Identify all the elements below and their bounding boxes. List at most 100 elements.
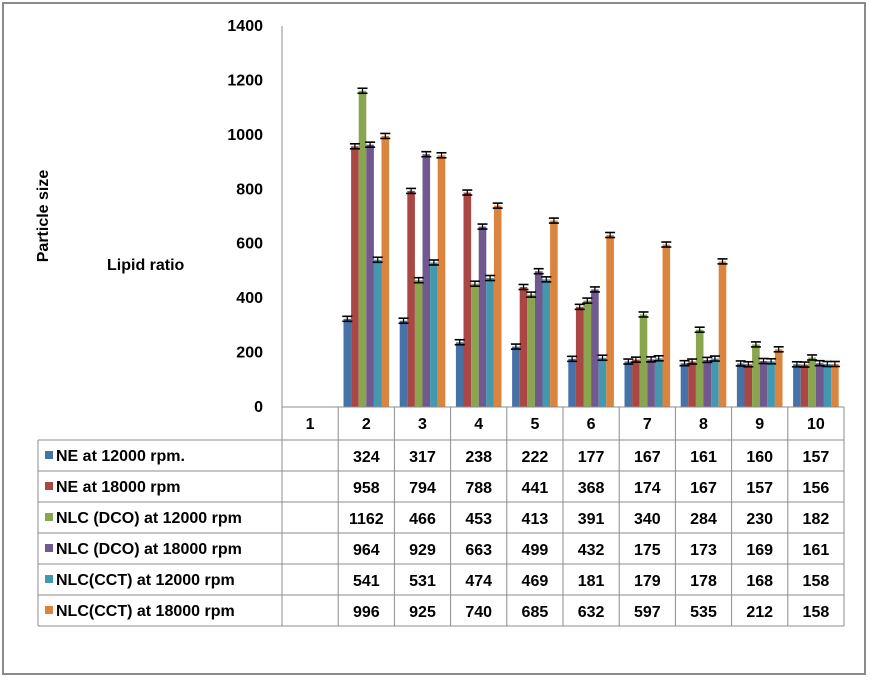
table-cell-value: 181 bbox=[578, 573, 605, 590]
bar bbox=[752, 344, 760, 407]
table-cell-value: 157 bbox=[746, 480, 773, 497]
bar bbox=[823, 364, 832, 407]
bar bbox=[711, 358, 719, 407]
bar bbox=[736, 363, 745, 407]
bar bbox=[512, 346, 520, 407]
x-tick-label: 3 bbox=[418, 416, 427, 433]
legend-label: NLC (DCO) at 12000 rpm bbox=[56, 510, 242, 527]
bar bbox=[767, 361, 775, 407]
table-cell-value: 531 bbox=[409, 573, 436, 590]
table-cell-value: 175 bbox=[634, 542, 661, 559]
table-cell-value: 740 bbox=[465, 604, 492, 621]
y-tick-label: 600 bbox=[236, 236, 263, 253]
legend-swatch bbox=[45, 606, 53, 614]
bar bbox=[639, 314, 648, 407]
bar bbox=[437, 155, 446, 407]
table-cell-value: 663 bbox=[465, 542, 492, 559]
y-tick-label: 1000 bbox=[227, 127, 263, 144]
table-cell-value: 182 bbox=[803, 511, 830, 528]
bar bbox=[455, 342, 464, 407]
table-cell-value: 1162 bbox=[349, 511, 384, 528]
table-cell-value: 230 bbox=[746, 511, 773, 528]
bar bbox=[695, 329, 704, 407]
bar bbox=[591, 289, 599, 407]
x-tick-label: 1 bbox=[306, 416, 315, 433]
bars bbox=[343, 90, 839, 408]
legend-label: NLC (DCO) at 18000 rpm bbox=[56, 541, 242, 558]
y-tick-label: 400 bbox=[236, 290, 263, 307]
table-cell-value: 929 bbox=[409, 542, 436, 559]
table-cell-value: 317 bbox=[409, 449, 436, 466]
data-table: 1 2 3 4 5 6 7 8 9 10 NE at 12000 rpm. 324 317 238 222 1… bbox=[37, 406, 845, 627]
table-cell-value: 685 bbox=[522, 604, 549, 621]
table-cell-value: 238 bbox=[465, 449, 492, 466]
bar bbox=[399, 320, 408, 407]
bar bbox=[583, 300, 592, 407]
bar bbox=[598, 357, 607, 407]
bar bbox=[478, 226, 487, 407]
bar bbox=[358, 90, 367, 408]
table-cell-value: 173 bbox=[690, 542, 717, 559]
table-cell-value: 168 bbox=[746, 573, 773, 590]
table-cell-value: 535 bbox=[690, 604, 717, 621]
bar bbox=[373, 259, 382, 407]
table-cell-value: 324 bbox=[353, 449, 380, 466]
bar bbox=[647, 359, 655, 407]
table-cell-value: 169 bbox=[746, 542, 773, 559]
bar bbox=[774, 349, 783, 407]
bar bbox=[534, 271, 543, 407]
bar bbox=[407, 190, 415, 407]
table-cell-value: 161 bbox=[690, 449, 717, 466]
bar bbox=[486, 278, 494, 407]
table-cell-value: 794 bbox=[409, 480, 436, 497]
y-tick-label: 1400 bbox=[227, 18, 263, 35]
table-cell-value: 212 bbox=[746, 604, 773, 621]
bar bbox=[527, 294, 535, 407]
table-cell-value: 925 bbox=[409, 604, 436, 621]
error-bars bbox=[342, 87, 840, 368]
bar bbox=[550, 220, 558, 407]
y-tick-label: 1200 bbox=[227, 72, 263, 89]
x-tick-label: 6 bbox=[587, 416, 596, 433]
bar bbox=[568, 358, 576, 407]
bar bbox=[654, 358, 663, 407]
x-tick-label: 9 bbox=[755, 416, 764, 433]
y-axis-title: Particle size bbox=[35, 170, 52, 263]
bar bbox=[688, 361, 696, 407]
x-tick-label: 7 bbox=[643, 416, 652, 433]
legend-swatch bbox=[45, 575, 53, 583]
table-cell-value: 469 bbox=[522, 573, 549, 590]
bar bbox=[422, 154, 431, 407]
bar bbox=[542, 279, 551, 407]
table-cell-value: 391 bbox=[578, 511, 605, 528]
x-axis-title: Lipid ratio bbox=[107, 257, 185, 274]
bar bbox=[430, 262, 438, 407]
bar bbox=[793, 364, 801, 407]
table-cell-value: 177 bbox=[578, 449, 605, 466]
table-cell-value: 161 bbox=[803, 542, 830, 559]
bar bbox=[718, 261, 727, 407]
bar bbox=[815, 363, 824, 407]
legend-swatch bbox=[45, 513, 53, 521]
bar bbox=[414, 280, 423, 407]
legend-label: NE at 18000 rpm bbox=[56, 479, 181, 496]
bar bbox=[680, 363, 689, 407]
bar bbox=[381, 135, 390, 407]
table-cell-value: 499 bbox=[522, 542, 549, 559]
bar bbox=[471, 283, 479, 407]
y-tick-label: 0 bbox=[254, 399, 263, 416]
table-cell-value: 167 bbox=[690, 480, 717, 497]
table-cell-value: 222 bbox=[522, 449, 549, 466]
legend-label: NE at 12000 rpm. bbox=[56, 448, 185, 465]
table-cell-value: 160 bbox=[746, 449, 773, 466]
y-tick-label: 200 bbox=[236, 345, 263, 362]
legend-swatch bbox=[45, 482, 53, 490]
table-cell-value: 958 bbox=[353, 480, 380, 497]
table-cell-value: 368 bbox=[578, 480, 605, 497]
bar bbox=[343, 318, 352, 407]
bar bbox=[366, 144, 374, 407]
table-cell-value: 632 bbox=[578, 604, 605, 621]
table-cell-value: 156 bbox=[803, 480, 830, 497]
bar bbox=[624, 361, 633, 407]
